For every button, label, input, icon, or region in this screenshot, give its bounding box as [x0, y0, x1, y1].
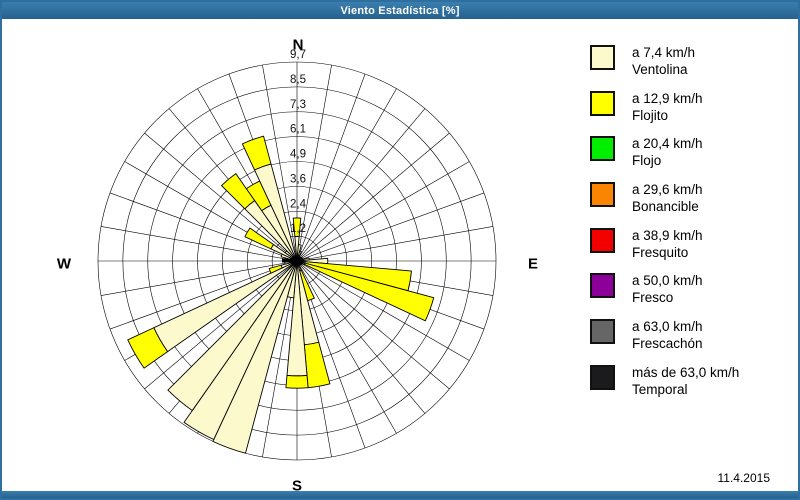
compass-east-label: E [527, 255, 539, 273]
rose-bar-ventolina [212, 260, 298, 454]
legend-item-text: a 7,4 km/h Ventolina [632, 44, 695, 78]
rose-bar-flojito [241, 135, 272, 171]
center-dash [282, 258, 296, 263]
legend-item: más de 63,0 km/h Temporal [590, 364, 790, 411]
legend-name-label: Fresquito [632, 244, 689, 260]
grid-spoke [296, 73, 366, 262]
grid-spoke [100, 226, 298, 262]
legend-speed-label: más de 63,0 km/h [632, 364, 740, 380]
legend-speed-label: a 12,9 km/h [632, 90, 703, 106]
date-label: 11.4.2015 [717, 471, 771, 485]
compass-west-label: W [56, 255, 72, 273]
legend-item-text: a 12,9 km/h Flojito [632, 90, 703, 124]
grid-spoke [144, 132, 298, 262]
legend-swatch-icon [590, 90, 615, 116]
rose-bar-flojito [285, 374, 309, 389]
rose-bar-flojito [127, 327, 169, 369]
bottom-bar [2, 491, 798, 498]
legend-speed-label: a 20,4 km/h [632, 136, 703, 152]
legend-item-text: a 29,6 km/h Bonancible [632, 181, 703, 215]
grid-spoke [296, 260, 426, 414]
legend-item: a 63,0 km/h Frescachón [590, 319, 790, 365]
radial-axis-label: 3,6 [290, 173, 306, 185]
legend-item-text: a 38,9 km/h Fresquito [632, 227, 703, 261]
legend-item: a 29,6 km/h Bonancible [590, 182, 790, 228]
legend-item: a 12,9 km/h Flojito [590, 90, 790, 137]
rose-bar-flojito [220, 172, 256, 210]
rose-bar-ventolina [183, 260, 298, 441]
grid-spoke [296, 161, 470, 262]
legend-name-label: Flojito [632, 107, 669, 123]
legend-swatch-icon [590, 273, 615, 299]
legend-speed-label: a 50,0 km/h [632, 273, 703, 289]
title-bar: Viento Estadística [%] [2, 2, 798, 19]
legend-swatch-icon [590, 45, 615, 70]
grid-spoke [296, 108, 426, 262]
legend-speed-label: a 29,6 km/h [632, 182, 703, 198]
legend-swatch-icon [590, 364, 615, 390]
grid-spoke [296, 192, 485, 262]
grid-spoke [296, 260, 450, 390]
rose-bar-flojito [268, 264, 283, 274]
radial-axis-label: 7,3 [290, 99, 306, 111]
grid-spoke [296, 132, 450, 262]
legend-swatch-icon [590, 227, 615, 253]
legend-item: a 50,0 km/h Fresco [590, 273, 790, 319]
legend-speed-label: a 63,0 km/h [632, 319, 703, 335]
grid-spoke [262, 64, 298, 262]
window-title: Viento Estadística [%] [340, 4, 460, 17]
radial-axis-label: 9,7 [290, 49, 306, 61]
legend-name-label: Frescachón [632, 336, 703, 352]
grid-spoke [109, 260, 298, 330]
legend-name-label: Temporal [632, 381, 688, 397]
grid-spoke [144, 260, 298, 390]
legend-item-text: a 20,4 km/h Flojo [632, 135, 703, 169]
legend-speed-label: a 7,4 km/h [632, 45, 696, 60]
rose-bar-flojito [303, 262, 435, 322]
grid-spoke [296, 64, 332, 262]
rose-bar-flojito [244, 227, 275, 250]
legend-item-text: más de 63,0 km/h Temporal [632, 364, 739, 398]
radial-axis-label: 1,2 [290, 223, 306, 235]
legend-swatch-icon [590, 136, 615, 162]
legend-swatch-icon [590, 319, 615, 345]
center-marker [290, 256, 304, 266]
legend-name-label: Flojo [632, 153, 662, 169]
legend-name-label: Ventolina [632, 62, 688, 77]
grid-spoke [296, 88, 397, 262]
legend: a 7,4 km/h Ventolina a 12,9 km/h Flojito a 2… [590, 45, 790, 411]
rose-bar-flojito [303, 341, 331, 389]
legend-item: a 20,4 km/h Flojo [590, 136, 790, 182]
legend-item-text: a 63,0 km/h Frescachón [632, 318, 703, 352]
compass-south-label: S [291, 477, 303, 495]
windrose-svg: 1,2 2,4 3,6 4,9 6,1 7,3 8,5 9,7 [97, 49, 497, 461]
legend-item: a 38,9 km/h Fresquito [590, 227, 790, 274]
rose-bar-ventolina [167, 260, 298, 412]
radial-axis-label: 2,4 [290, 198, 307, 210]
compass-north-label: N [292, 36, 304, 54]
radial-axis-label: 4,9 [290, 149, 306, 161]
grid-spoke [100, 260, 298, 296]
legend-swatch-icon [590, 182, 615, 208]
legend-name-label: Fresco [632, 290, 674, 306]
radial-axis-label: 8,5 [290, 74, 306, 86]
grid-spoke [296, 260, 397, 434]
chart-area: 1,2 2,4 3,6 4,9 6,1 7,3 8,5 9,7 N E S W a 7,4 k… [2, 19, 798, 495]
rose-bar-flojito [292, 217, 302, 237]
legend-speed-label: a 38,9 km/h [632, 227, 703, 243]
grid-spoke [296, 226, 494, 262]
legend-item: a 7,4 km/h Ventolina [590, 45, 790, 91]
legend-name-label: Bonancible [632, 199, 699, 215]
radial-axis-label: 6,1 [290, 124, 306, 136]
grid-spoke [296, 260, 470, 361]
legend-item-text: a 50,0 km/h Fresco [632, 272, 703, 306]
grid-spoke [109, 192, 298, 262]
